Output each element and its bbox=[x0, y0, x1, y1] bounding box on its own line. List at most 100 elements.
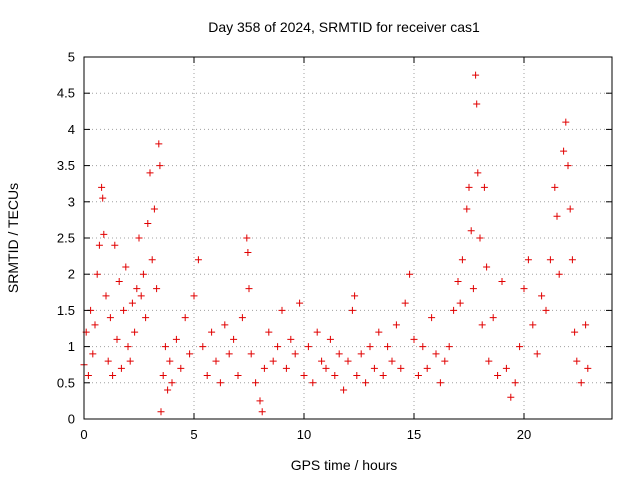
data-point bbox=[529, 321, 537, 329]
data-point bbox=[309, 379, 317, 387]
data-point bbox=[109, 372, 117, 380]
y-tick-label: 1.5 bbox=[57, 303, 75, 318]
data-point bbox=[432, 350, 440, 358]
data-point bbox=[351, 292, 359, 300]
data-point bbox=[245, 285, 253, 293]
data-point bbox=[582, 321, 590, 329]
data-point bbox=[571, 328, 579, 336]
data-point bbox=[379, 372, 387, 380]
data-point bbox=[113, 335, 121, 343]
data-point bbox=[93, 270, 101, 278]
data-point bbox=[177, 364, 185, 372]
data-point bbox=[562, 118, 570, 126]
data-point bbox=[153, 285, 161, 293]
data-point bbox=[445, 343, 453, 351]
data-point bbox=[370, 364, 378, 372]
data-point bbox=[473, 100, 481, 108]
y-tick-label: 1 bbox=[68, 339, 75, 354]
data-point bbox=[120, 306, 128, 314]
data-point bbox=[465, 183, 473, 191]
data-point bbox=[483, 263, 491, 271]
data-point bbox=[258, 408, 266, 416]
data-point bbox=[124, 343, 132, 351]
data-point bbox=[551, 183, 559, 191]
data-point bbox=[111, 241, 119, 249]
data-point bbox=[181, 314, 189, 322]
data-point bbox=[212, 357, 220, 365]
data-point bbox=[291, 350, 299, 358]
data-point bbox=[84, 372, 92, 380]
data-point bbox=[190, 292, 198, 300]
data-point bbox=[247, 350, 255, 358]
data-point bbox=[476, 234, 484, 242]
data-point bbox=[489, 314, 497, 322]
x-tick-label: 5 bbox=[190, 427, 197, 442]
data-point bbox=[507, 393, 515, 401]
x-axis-label: GPS time / hours bbox=[291, 457, 398, 473]
data-point bbox=[131, 328, 139, 336]
data-point bbox=[340, 386, 348, 394]
y-tick-label: 2.5 bbox=[57, 231, 75, 246]
y-tick-label: 3 bbox=[68, 194, 75, 209]
data-point bbox=[423, 364, 431, 372]
data-point bbox=[278, 306, 286, 314]
data-point bbox=[243, 234, 251, 242]
data-point bbox=[238, 314, 246, 322]
data-point bbox=[326, 335, 334, 343]
data-point bbox=[137, 292, 145, 300]
data-point bbox=[144, 220, 152, 228]
data-point bbox=[304, 343, 312, 351]
data-point bbox=[322, 364, 330, 372]
data-point bbox=[300, 372, 308, 380]
data-point bbox=[436, 379, 444, 387]
data-point bbox=[159, 372, 167, 380]
data-point bbox=[133, 285, 141, 293]
data-point bbox=[410, 335, 418, 343]
y-tick-label: 2 bbox=[68, 267, 75, 282]
data-point bbox=[450, 306, 458, 314]
data-point bbox=[244, 248, 252, 256]
x-tick-label: 20 bbox=[517, 427, 531, 442]
y-tick-label: 4.5 bbox=[57, 86, 75, 101]
data-point bbox=[106, 314, 114, 322]
data-point bbox=[414, 372, 422, 380]
data-point bbox=[335, 350, 343, 358]
data-point bbox=[95, 241, 103, 249]
y-tick-label: 0.5 bbox=[57, 375, 75, 390]
data-point bbox=[485, 357, 493, 365]
data-point bbox=[353, 372, 361, 380]
data-point bbox=[478, 321, 486, 329]
data-point bbox=[357, 350, 365, 358]
data-point bbox=[362, 379, 370, 387]
tick-labels: 0 0.5 1 1.5 2 2.5 3 3.5 4 4.5 5 0 5 10 15 20 bbox=[57, 50, 531, 443]
data-point bbox=[388, 357, 396, 365]
data-point bbox=[221, 321, 229, 329]
data-point bbox=[472, 71, 480, 79]
data-point bbox=[216, 379, 224, 387]
data-point bbox=[148, 256, 156, 264]
y-tick-label: 0 bbox=[68, 412, 75, 427]
data-point bbox=[194, 256, 202, 264]
data-point bbox=[99, 194, 107, 202]
data-point bbox=[344, 357, 352, 365]
data-point bbox=[375, 328, 383, 336]
data-point bbox=[573, 357, 581, 365]
data-point bbox=[401, 299, 409, 307]
data-point bbox=[458, 256, 466, 264]
data-point bbox=[419, 343, 427, 351]
grid-lines bbox=[84, 57, 612, 419]
data-points bbox=[80, 71, 592, 416]
data-point bbox=[164, 386, 172, 394]
data-point bbox=[456, 299, 464, 307]
data-point bbox=[128, 299, 136, 307]
chart-title: Day 358 of 2024, SRMTID for receiver cas… bbox=[208, 19, 480, 35]
data-point bbox=[520, 285, 528, 293]
data-point bbox=[480, 183, 488, 191]
data-point bbox=[199, 343, 207, 351]
y-tick-label: 5 bbox=[68, 50, 75, 65]
data-point bbox=[208, 328, 216, 336]
data-point bbox=[126, 357, 134, 365]
data-point bbox=[135, 234, 143, 242]
data-point bbox=[511, 379, 519, 387]
data-point bbox=[234, 372, 242, 380]
